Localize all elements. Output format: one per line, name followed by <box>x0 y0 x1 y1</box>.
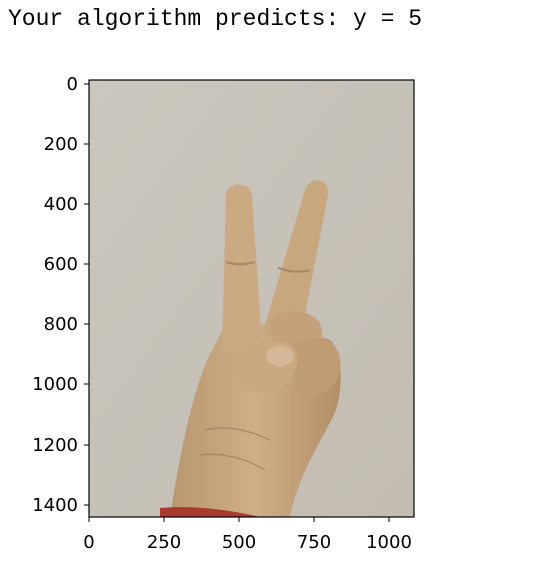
hand-photo <box>89 80 414 517</box>
prediction-output: Your algorithm predicts: y = 5 <box>8 6 423 32</box>
x-tick-label: 1000 <box>366 532 412 553</box>
x-tick-label: 250 <box>147 532 181 553</box>
y-tick-label: 1000 <box>32 374 78 395</box>
y-tick-label: 400 <box>44 194 78 215</box>
y-axis: 0 200 400 600 800 1000 1200 1400 <box>32 74 89 516</box>
x-tick-label: 0 <box>83 532 94 553</box>
middle-finger <box>262 180 329 340</box>
sleeve <box>160 507 260 517</box>
y-tick-label: 1400 <box>32 495 78 516</box>
x-tick-label: 500 <box>222 532 256 553</box>
y-tick-label: 800 <box>44 314 78 335</box>
folded-finger-pinky <box>295 338 341 395</box>
y-tick-label: 1200 <box>32 435 78 456</box>
axes-frame <box>88 79 415 518</box>
y-tick-label: 600 <box>44 254 78 275</box>
y-tick-label: 200 <box>44 134 78 155</box>
index-finger <box>222 184 262 350</box>
x-tick-label: 750 <box>297 532 331 553</box>
y-tick-label: 0 <box>67 74 78 95</box>
x-axis: 0 250 500 750 1000 <box>83 517 412 553</box>
